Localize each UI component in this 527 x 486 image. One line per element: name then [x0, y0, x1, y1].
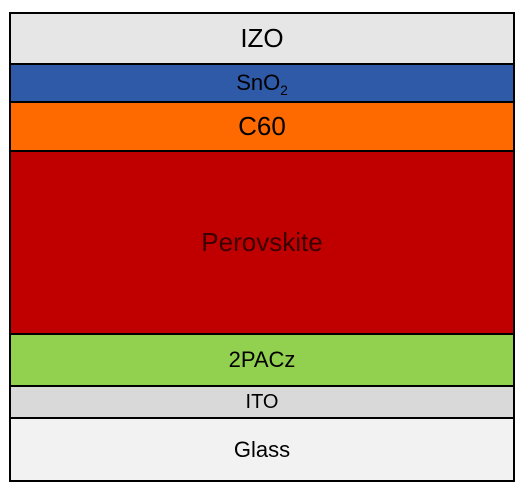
layer-label-2pacz: 2PACz: [228, 347, 296, 372]
layer-label-sno2-subscript: 2: [280, 82, 288, 98]
layer-label-ito: ITO: [245, 390, 279, 413]
layer-c60: C60: [11, 103, 513, 152]
layer-izo: IZO: [11, 14, 513, 65]
layer-sno2: SnO2: [11, 65, 513, 103]
layer-label-sno2-base: SnO: [236, 70, 281, 95]
layer-glass: Glass: [11, 419, 513, 480]
layer-label-c60: C60: [238, 111, 286, 141]
layer-perovskite: Perovskite: [11, 152, 513, 335]
layer-stack-diagram: IZO SnO2 C60 Perovskite 2PACz ITO Glass: [9, 12, 515, 482]
layer-label-izo: IZO: [240, 23, 284, 53]
layer-label-glass: Glass: [233, 436, 291, 462]
layer-label-perovskite: Perovskite: [201, 227, 323, 257]
layer-label-sno2: SnO2: [236, 70, 288, 98]
layer-2pacz: 2PACz: [11, 335, 513, 387]
layer-ito: ITO: [11, 387, 513, 419]
